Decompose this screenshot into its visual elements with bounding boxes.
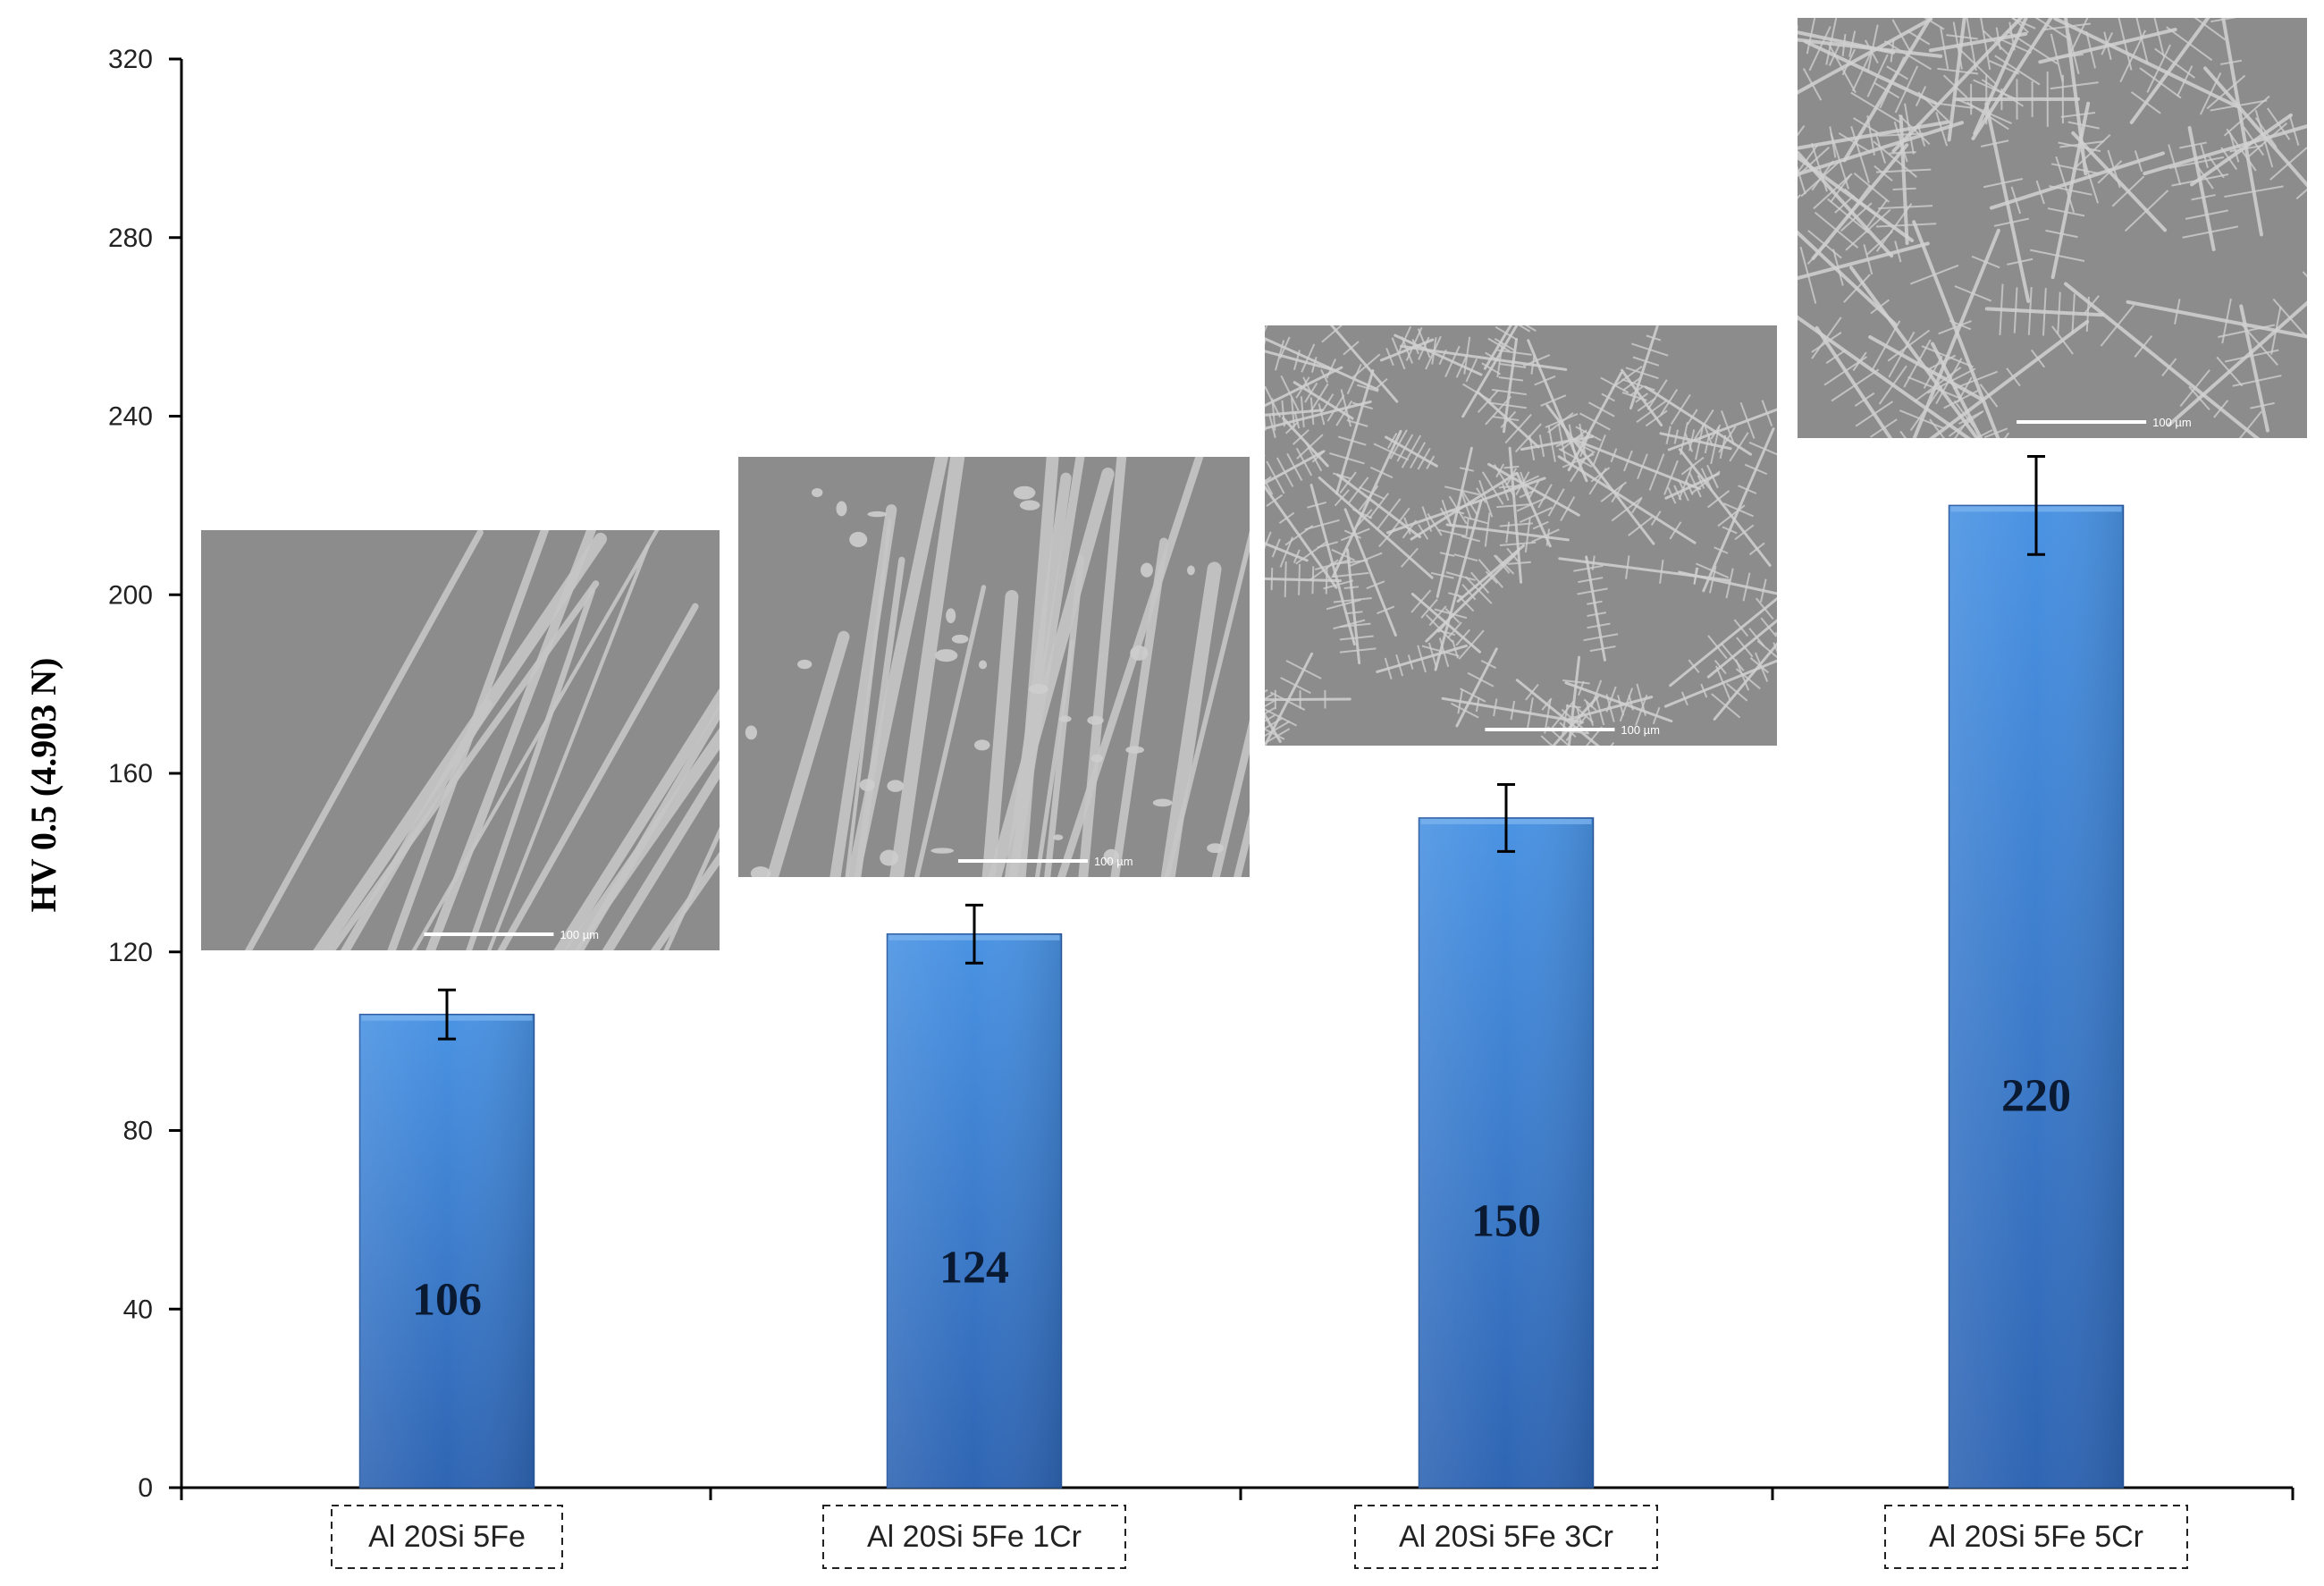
- bar-shading: [359, 1014, 535, 1488]
- scale-bar-label: 100 µm: [1094, 855, 1133, 868]
- x-axis-categories: Al 20Si 5Fe Al 20Si 5Fe 1Cr Al 20Si 5Fe 3C…: [331, 1505, 2188, 1569]
- y-tick-label: 160: [108, 759, 153, 789]
- micrograph-al20si5fe1cr: 100 µm: [738, 457, 1250, 877]
- y-tick-label: 0: [138, 1473, 153, 1503]
- bar-shading: [887, 933, 1062, 1488]
- error-bar: [965, 903, 983, 965]
- category-text: Al 20Si 5Fe 1Cr: [867, 1520, 1082, 1554]
- y-tick-label: 120: [108, 938, 153, 967]
- bar-shading: [1949, 505, 2124, 1488]
- scale-bar-label: 100 µm: [560, 928, 599, 941]
- micrograph-al20si5fe3cr: 100 µm: [1265, 325, 1777, 746]
- bar-value-label: 220: [2001, 1071, 2071, 1122]
- bars: [358, 504, 2125, 1489]
- bar-value-label: 150: [1471, 1195, 1541, 1246]
- error-bars: [438, 454, 2045, 1041]
- error-bar: [2027, 454, 2045, 556]
- category-box: [1884, 1505, 2188, 1569]
- category-text: Al 20Si 5Fe 5Cr: [1929, 1520, 2143, 1554]
- y-tick-label: 280: [108, 224, 153, 253]
- category-box: [1354, 1505, 1658, 1569]
- micrograph-background: [1265, 325, 1777, 746]
- y-tick-label: 80: [123, 1117, 153, 1146]
- scale-bar-label: 100 µm: [1621, 723, 1660, 737]
- category-label: Al 20Si 5Fe 3Cr: [1354, 1505, 1658, 1569]
- y-tick-label: 240: [108, 402, 153, 432]
- error-bar: [438, 988, 456, 1041]
- bar-shading: [1419, 817, 1594, 1488]
- category-text: Al 20Si 5Fe 3Cr: [1399, 1520, 1613, 1554]
- error-bar: [1497, 782, 1515, 853]
- category-label: Al 20Si 5Fe 1Cr: [822, 1505, 1126, 1569]
- category-label: Al 20Si 5Fe 5Cr: [1884, 1505, 2188, 1569]
- y-axis: 0 40 80 120 160 200 240 280 320: [108, 45, 2295, 1503]
- category-label: Al 20Si 5Fe: [331, 1505, 563, 1569]
- category-box: [822, 1505, 1126, 1569]
- category-text: Al 20Si 5Fe: [368, 1520, 526, 1554]
- bar-value-label: 106: [412, 1274, 482, 1325]
- micrograph-al20si5fe: 100 µm: [201, 530, 720, 950]
- micrograph-al20si5fe5cr: 100 µm: [1798, 18, 2307, 438]
- category-box: [331, 1505, 563, 1569]
- y-tick-label: 200: [108, 580, 153, 610]
- value-labels: 106 124 150 220: [412, 1071, 2071, 1326]
- y-tick-label: 320: [108, 45, 153, 74]
- y-tick-label: 40: [123, 1295, 153, 1324]
- bar-value-label: 124: [939, 1242, 1009, 1293]
- scale-bar-label: 100 µm: [2152, 416, 2192, 429]
- micrograph-insets: 100 µm 100 µm 100 µm 100 µm: [201, 18, 2307, 950]
- y-axis-label: HV 0.5 (4.903 N): [23, 658, 63, 913]
